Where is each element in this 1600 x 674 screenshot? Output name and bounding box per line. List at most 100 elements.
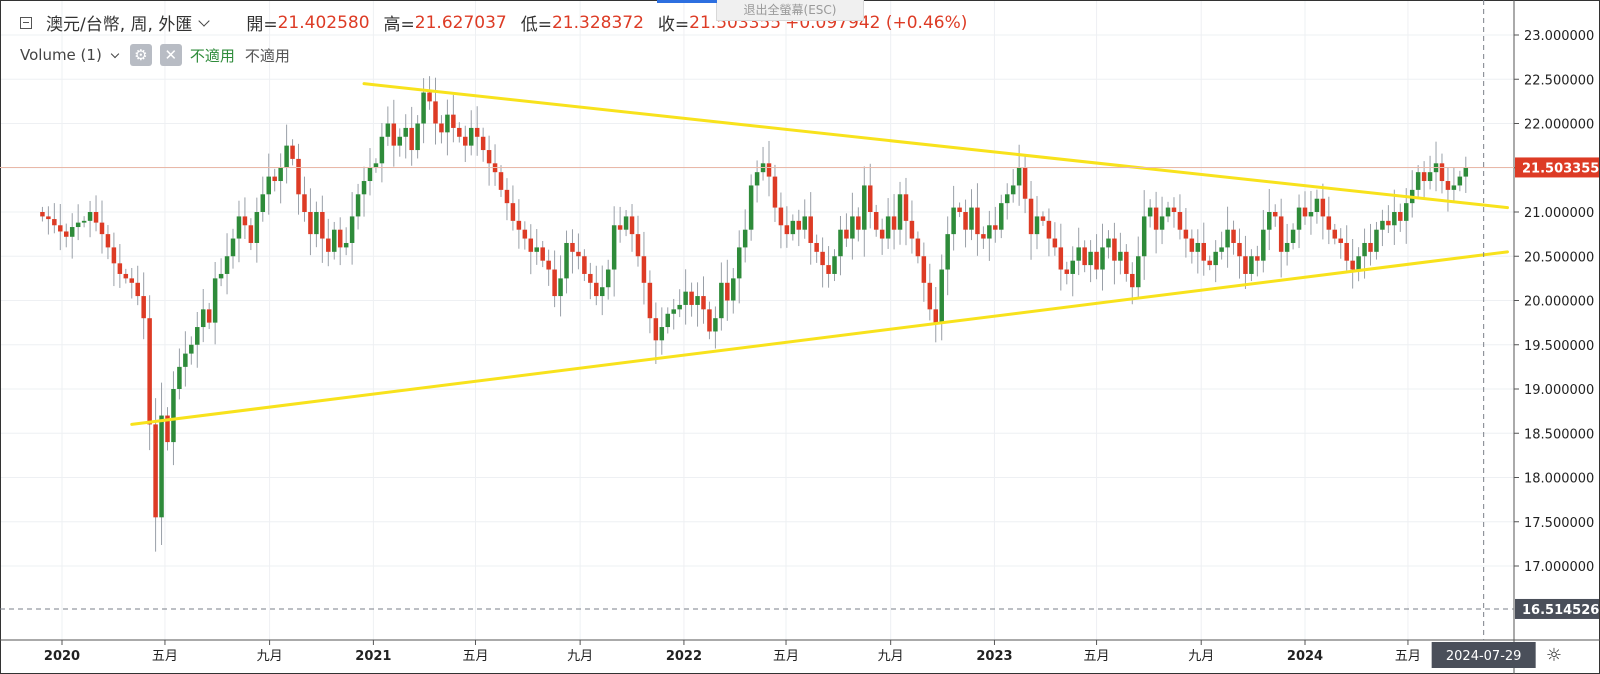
candle-body [361, 181, 367, 195]
candle-body [1106, 238, 1111, 248]
exit-fullscreen-button[interactable]: 退出全螢幕(ESC) [657, 0, 864, 21]
candle [1249, 249, 1254, 282]
collapse-icon[interactable] [20, 16, 32, 29]
candle [772, 164, 778, 222]
candle [177, 348, 182, 400]
candle-body [516, 220, 522, 230]
candle [1088, 240, 1093, 283]
current-price-badge [1515, 157, 1599, 178]
time-tick-label: 2022 [666, 649, 702, 664]
candle-body [1237, 242, 1242, 257]
candle [1118, 232, 1123, 275]
candle [510, 185, 516, 231]
candle [981, 226, 986, 249]
candle-body [326, 238, 331, 252]
candle-body [564, 242, 569, 279]
chevron-down-icon[interactable] [110, 49, 120, 58]
candle [1165, 201, 1171, 223]
candle-body [1028, 198, 1034, 235]
candle [808, 192, 813, 265]
candle-body [1368, 242, 1373, 252]
price-tick-label: 22.500000 [1524, 73, 1594, 88]
candle [927, 263, 933, 321]
candle-body [832, 256, 837, 274]
candle [832, 249, 837, 282]
candle-body [873, 212, 879, 230]
candle-body [1118, 251, 1123, 261]
close-icon[interactable]: ✕ [159, 44, 182, 66]
candle [52, 203, 57, 234]
candle-body [367, 167, 373, 182]
candle-body [230, 238, 236, 257]
low-key: 低= [520, 15, 552, 35]
candle-body [1308, 212, 1314, 217]
candle [957, 202, 962, 218]
candle [1046, 208, 1052, 257]
candle [433, 77, 438, 145]
candle-body [183, 353, 188, 367]
price-tick-label: 18.500000 [1524, 427, 1594, 442]
candle [939, 254, 944, 341]
candle [1356, 247, 1361, 282]
candle-body [778, 207, 784, 226]
candle [1141, 190, 1147, 280]
candle [445, 99, 450, 156]
candle [1201, 222, 1207, 276]
candle [1225, 206, 1230, 268]
candle-body [546, 260, 551, 270]
candle [189, 336, 194, 365]
candle [1392, 189, 1397, 245]
candle-body [81, 220, 87, 223]
candle-body [141, 296, 146, 319]
candle-body [623, 216, 629, 230]
gear-icon[interactable]: ⚙ [129, 44, 152, 66]
trendlines[interactable] [130, 82, 1509, 426]
candle-body [397, 136, 403, 146]
candle [87, 200, 93, 238]
chevron-down-icon[interactable] [198, 14, 211, 27]
candle [224, 233, 230, 295]
candle-body [302, 194, 307, 212]
candle [218, 258, 224, 287]
candle-body [1326, 216, 1332, 230]
candle-body [981, 234, 986, 239]
candle [522, 221, 528, 250]
candle [909, 200, 915, 254]
candle-body [463, 136, 468, 146]
candle [1326, 196, 1332, 245]
candle [540, 240, 545, 268]
candle-body [1112, 238, 1117, 261]
candle-body [540, 247, 545, 261]
volume-label[interactable]: Volume (1) [20, 46, 102, 64]
candle [1153, 191, 1159, 254]
candle-body [474, 127, 480, 137]
candle [474, 106, 480, 156]
candle [1338, 228, 1343, 259]
candle-body [284, 145, 289, 168]
low-value: 21.328372 [551, 12, 644, 33]
time-axis[interactable]: 2020 五月 九月 2021 五月 九月 2022 五月 九月 2023 五月 九月 2024 五月 [0, 639, 1600, 664]
candle-body [844, 229, 849, 239]
settings-sun-icon[interactable]: ☼ [1545, 644, 1563, 666]
candle-body [635, 234, 641, 257]
crosshair-date-badge [1431, 642, 1536, 668]
candle-body [195, 327, 200, 345]
candle-body [713, 318, 718, 332]
candle-body [224, 256, 230, 274]
candle [159, 382, 164, 545]
candle [570, 229, 575, 274]
candle-body [498, 172, 504, 190]
candle-body [897, 194, 903, 230]
candle-body [1314, 198, 1320, 212]
candle-body [349, 216, 355, 243]
candle-body [445, 114, 450, 133]
candle [373, 158, 379, 173]
candle [1439, 153, 1445, 194]
symbol-name[interactable]: 澳元/台幣, 周, 外匯 [46, 15, 193, 35]
candle-body [1296, 207, 1302, 230]
candle-body [1272, 212, 1278, 217]
candle [1207, 255, 1212, 271]
candle [623, 210, 629, 237]
candle-body [421, 92, 426, 124]
